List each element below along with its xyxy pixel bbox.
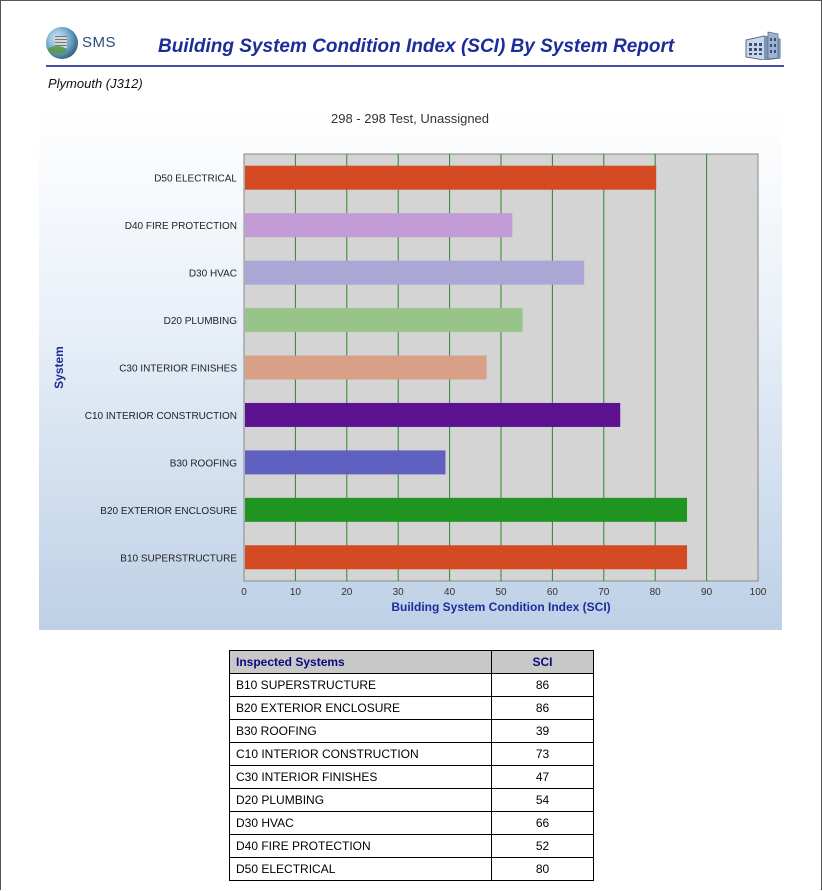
system-cell: C10 INTERIOR CONSTRUCTION	[229, 742, 492, 766]
x-axis-label: Building System Condition Index (SCI)	[391, 600, 610, 614]
table-row: D20 PLUMBING 54	[229, 788, 594, 812]
sci-cell: 52	[491, 834, 594, 858]
category-label: D30 HVAC	[189, 269, 237, 280]
category-label: B20 EXTERIOR ENCLOSURE	[100, 506, 237, 517]
table-row: D30 HVAC 66	[229, 811, 594, 835]
system-cell: D50 ELECTRICAL	[229, 857, 492, 881]
sms-logo: SMS	[46, 27, 126, 61]
category-label: D20 PLUMBING	[164, 316, 238, 327]
sci-cell: 54	[491, 788, 594, 812]
bar	[245, 308, 523, 333]
bar	[245, 260, 585, 285]
bar	[245, 497, 688, 522]
header-divider	[46, 65, 784, 67]
system-cell: B10 SUPERSTRUCTURE	[229, 673, 492, 697]
x-tick-label: 60	[547, 587, 559, 598]
sci-cell: 47	[491, 765, 594, 789]
sci-cell: 73	[491, 742, 594, 766]
report-title: Building System Condition Index (SCI) By…	[158, 36, 675, 57]
sci-bar-chart: 298 - 298 Test, Unassigned 0 10 20 30 40 50 60 7…	[52, 111, 767, 614]
bar	[245, 450, 446, 475]
category-label: D50 ELECTRICAL	[154, 174, 237, 185]
x-tick-label: 10	[290, 587, 302, 598]
category-label: C10 INTERIOR CONSTRUCTION	[85, 411, 237, 422]
bar	[245, 213, 513, 238]
category-label: B10 SUPERSTRUCTURE	[120, 553, 237, 564]
category-label: B30 ROOFING	[170, 458, 237, 469]
x-tick-label: 70	[598, 587, 610, 598]
header-sci: SCI	[491, 650, 594, 674]
building-icon	[745, 31, 781, 60]
sci-cell: 80	[491, 857, 594, 881]
system-cell: C30 INTERIOR FINISHES	[229, 765, 492, 789]
table-row: D40 FIRE PROTECTION 52	[229, 834, 594, 858]
x-tick-label: 30	[393, 587, 405, 598]
sci-cell: 86	[491, 696, 594, 720]
table-row: B20 EXTERIOR ENCLOSURE 86	[229, 696, 594, 720]
inspected-systems-table: Inspected Systems SCI B10 SUPERSTRUCTURE…	[229, 650, 594, 881]
chart-panel: 298 - 298 Test, Unassigned 0 10 20 30 40 50 60 7…	[39, 109, 782, 630]
sci-cell: 66	[491, 811, 594, 835]
x-tick-label: 100	[750, 587, 767, 598]
logo-text: SMS	[82, 34, 117, 51]
category-label: D40 FIRE PROTECTION	[125, 221, 237, 232]
table-row: D50 ELECTRICAL 80	[229, 857, 594, 881]
x-tick-label: 0	[241, 587, 247, 598]
system-cell: B30 ROOFING	[229, 719, 492, 743]
table-row: C10 INTERIOR CONSTRUCTION 73	[229, 742, 594, 766]
x-tick-label: 90	[701, 587, 713, 598]
table-header-row: Inspected Systems SCI	[229, 650, 594, 674]
x-tick-label: 50	[495, 587, 507, 598]
x-tick-label: 20	[341, 587, 353, 598]
table-row: C30 INTERIOR FINISHES 47	[229, 765, 594, 789]
table-row: B30 ROOFING 39	[229, 719, 594, 743]
system-cell: D30 HVAC	[229, 811, 492, 835]
system-cell: D20 PLUMBING	[229, 788, 492, 812]
sci-cell: 86	[491, 673, 594, 697]
bar	[245, 545, 688, 570]
x-tick-label: 80	[650, 587, 662, 598]
y-axis-label: System	[52, 346, 66, 389]
header-inspected-systems: Inspected Systems	[229, 650, 492, 674]
category-label: C30 INTERIOR FINISHES	[119, 364, 237, 375]
chart-title: 298 - 298 Test, Unassigned	[331, 111, 489, 126]
report-header: SMS Building System Condition Index (SCI…	[0, 0, 822, 70]
table-row: B10 SUPERSTRUCTURE 86	[229, 673, 594, 697]
building-name: Plymouth (J312)	[48, 76, 143, 91]
x-tick-label: 40	[444, 587, 456, 598]
globe-icon	[46, 27, 78, 59]
bar	[245, 402, 621, 427]
system-cell: D40 FIRE PROTECTION	[229, 834, 492, 858]
system-cell: B20 EXTERIOR ENCLOSURE	[229, 696, 492, 720]
bar	[245, 355, 487, 380]
sci-cell: 39	[491, 719, 594, 743]
bar	[245, 165, 657, 190]
